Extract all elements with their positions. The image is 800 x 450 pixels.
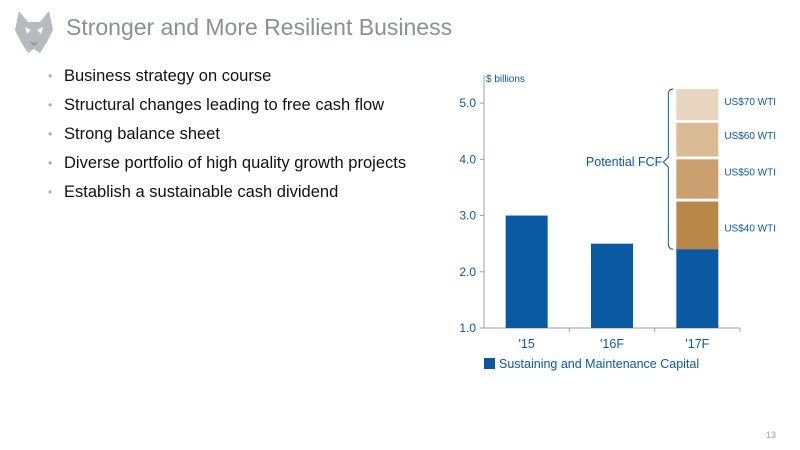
y-tick-label: 3.0 xyxy=(459,209,476,223)
bullet-item: Structural changes leading to free cash … xyxy=(48,91,406,120)
fcf-label: Potential FCF xyxy=(586,155,663,169)
bullet-item: Strong balance sheet xyxy=(48,120,406,149)
unit-label: $ billions xyxy=(486,74,525,85)
fcf-bracket xyxy=(662,88,674,250)
fcf-segment-label: US$60 WTI xyxy=(724,131,776,142)
bar xyxy=(591,243,633,328)
bullet-list: Business strategy on course Structural c… xyxy=(48,62,406,207)
x-tick-label: '17F xyxy=(685,337,709,351)
chart-legend: Sustaining and Maintenance Capital xyxy=(484,357,699,371)
y-tick-label: 4.0 xyxy=(459,152,476,166)
x-tick-label: '16F xyxy=(600,337,624,351)
fcf-segment xyxy=(676,122,719,157)
bar xyxy=(505,215,548,328)
fcf-segment-label: US$70 WTI xyxy=(724,97,776,108)
page-number: 13 xyxy=(765,430,776,440)
x-tick-label: '15 xyxy=(519,337,535,351)
fcf-segment xyxy=(676,89,719,120)
fcf-segment-label: US$40 WTI xyxy=(724,224,776,235)
fcf-segment xyxy=(676,159,719,199)
bullet-item: Business strategy on course xyxy=(48,62,406,91)
bar xyxy=(676,249,719,328)
page-title: Stronger and More Resilient Business xyxy=(66,14,453,40)
legend-label: Sustaining and Maintenance Capital xyxy=(499,357,699,371)
bullet-item: Diverse portfolio of high quality growth… xyxy=(48,149,406,178)
y-tick-label: 2.0 xyxy=(459,265,476,279)
fcf-segment xyxy=(676,201,719,250)
legend-swatch xyxy=(484,358,495,369)
y-tick-label: 1.0 xyxy=(459,321,476,335)
fcf-segment-label: US$50 WTI xyxy=(724,167,776,178)
husky-logo xyxy=(15,11,53,53)
bullet-item: Establish a sustainable cash dividend xyxy=(48,178,406,207)
y-tick-label: 5.0 xyxy=(459,96,476,110)
bar-chart: $ billions 1.0 2.0 3.0 4.0 5.0 '15 '16F '17F US… xyxy=(459,74,776,371)
